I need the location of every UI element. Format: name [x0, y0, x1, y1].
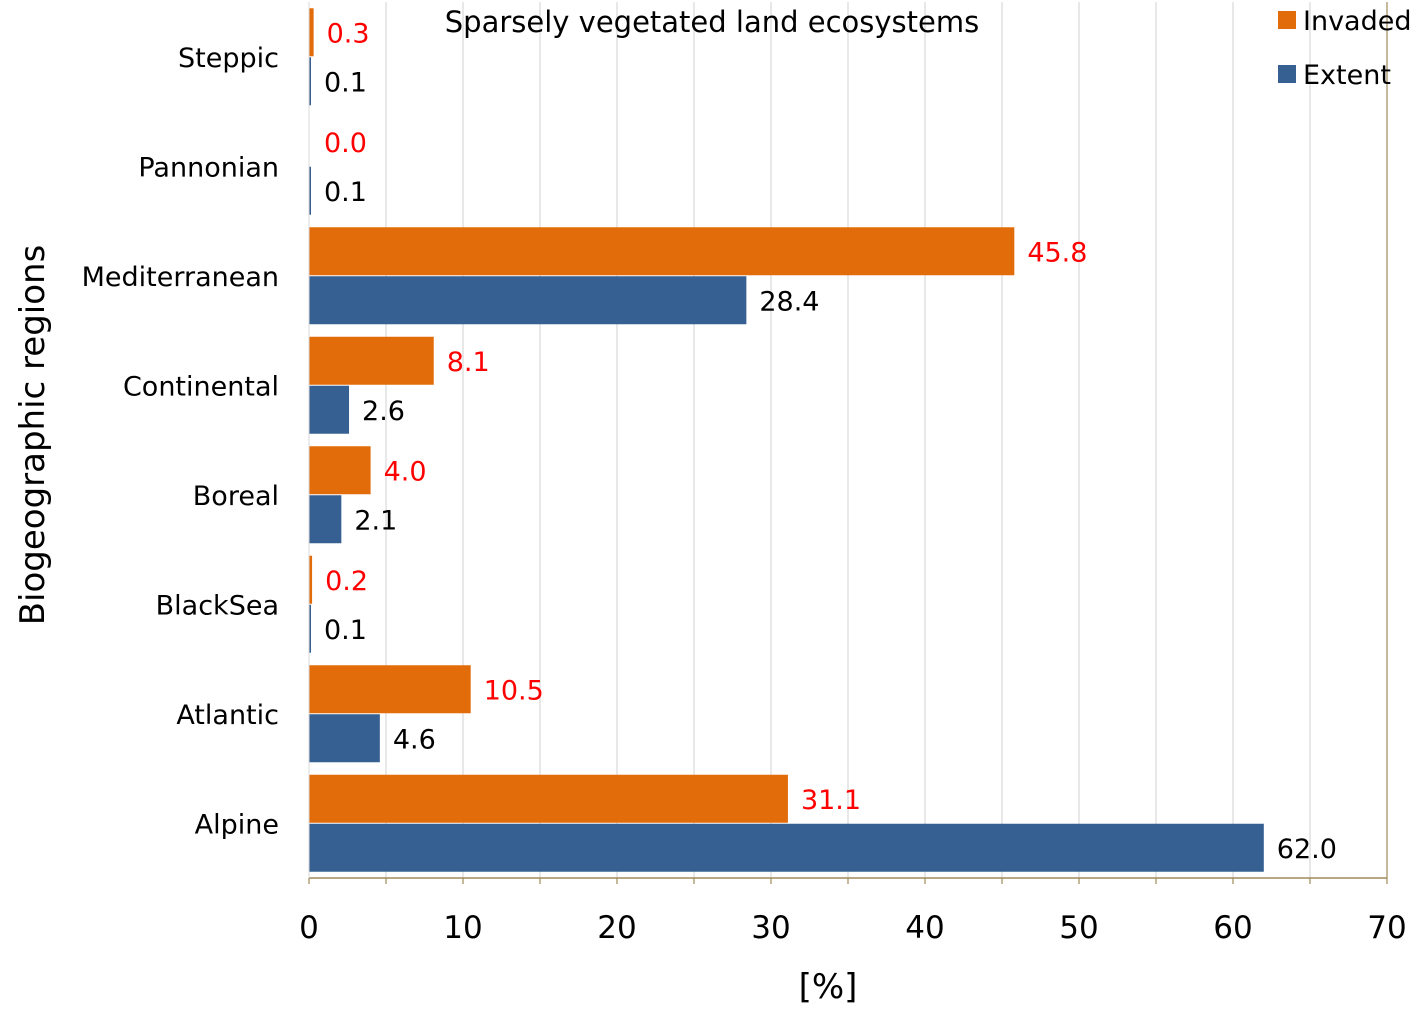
bar-extent — [309, 166, 311, 215]
data-label-extent: 4.6 — [393, 724, 436, 755]
legend-swatch-extent — [1278, 65, 1296, 83]
bar-invaded — [309, 8, 314, 57]
data-label-extent: 0.1 — [324, 615, 367, 646]
data-label-extent: 2.6 — [362, 396, 405, 427]
chart-title: Sparsely vegetated land ecosystems — [445, 5, 979, 39]
x-tick-label: 50 — [1059, 910, 1098, 946]
x-axis-label: [%] — [799, 967, 858, 1007]
bar-extent — [309, 823, 1264, 872]
y-axis-label: Biogeographic regions — [13, 245, 53, 626]
bar-extent — [309, 714, 380, 763]
x-tick-label: 0 — [299, 910, 319, 946]
data-label-extent: 0.1 — [324, 177, 367, 208]
legend-swatch-invaded — [1278, 11, 1296, 29]
category-label: BlackSea — [156, 590, 279, 621]
category-label: Atlantic — [176, 700, 279, 731]
data-label-extent: 0.1 — [324, 67, 367, 98]
data-label-invaded: 10.5 — [484, 675, 544, 706]
data-label-extent: 62.0 — [1277, 834, 1337, 865]
bar-extent — [309, 495, 342, 544]
bars — [309, 8, 1264, 872]
category-label: Pannonian — [138, 152, 279, 183]
x-tick-label: 20 — [597, 910, 636, 946]
category-label: Continental — [123, 371, 279, 402]
data-label-invaded: 0.2 — [325, 566, 368, 597]
x-tick-label: 10 — [443, 910, 482, 946]
x-tick-label: 40 — [905, 910, 944, 946]
x-axis: 0 10 20 30 40 50 60 70 — [299, 2, 1407, 946]
x-tick-label: 30 — [751, 910, 790, 946]
category-label: Boreal — [193, 481, 279, 512]
category-labels: Steppic Pannonian Mediterranean Continental… — [82, 43, 279, 841]
bar-invaded — [309, 336, 434, 385]
legend-label-invaded: Invaded — [1303, 6, 1412, 37]
grid-lines — [385, 2, 1311, 878]
data-label-invaded: 8.1 — [447, 347, 490, 378]
bar-invaded — [309, 555, 313, 604]
data-label-invaded: 45.8 — [1027, 237, 1087, 268]
data-label-invaded: 4.0 — [384, 456, 427, 487]
bar-invaded — [309, 665, 471, 714]
category-label: Steppic — [178, 43, 279, 74]
category-label: Mediterranean — [82, 262, 279, 293]
bar-invaded — [309, 446, 371, 495]
bar-invaded — [309, 774, 788, 823]
x-tick-label: 70 — [1367, 910, 1406, 946]
bar-invaded — [309, 227, 1015, 276]
bar-extent — [309, 604, 311, 653]
data-label-invaded: 0.3 — [327, 18, 370, 49]
bar-extent — [309, 57, 311, 106]
data-labels: 0.3 0.1 0.0 0.1 45.8 28.4 8.1 2.6 4.0 2.1 0.2 0.1 10… — [324, 18, 1337, 865]
data-label-invaded: 0.0 — [324, 128, 367, 159]
data-label-invaded: 31.1 — [801, 785, 861, 816]
bar-extent — [309, 276, 747, 325]
bar-extent — [309, 385, 350, 434]
category-label: Alpine — [195, 809, 279, 840]
legend-label-extent: Extent — [1303, 60, 1391, 91]
legend: Invaded Extent — [1278, 6, 1412, 91]
x-tick-label: 60 — [1213, 910, 1252, 946]
data-label-extent: 2.1 — [354, 505, 397, 536]
data-label-extent: 28.4 — [759, 286, 819, 317]
